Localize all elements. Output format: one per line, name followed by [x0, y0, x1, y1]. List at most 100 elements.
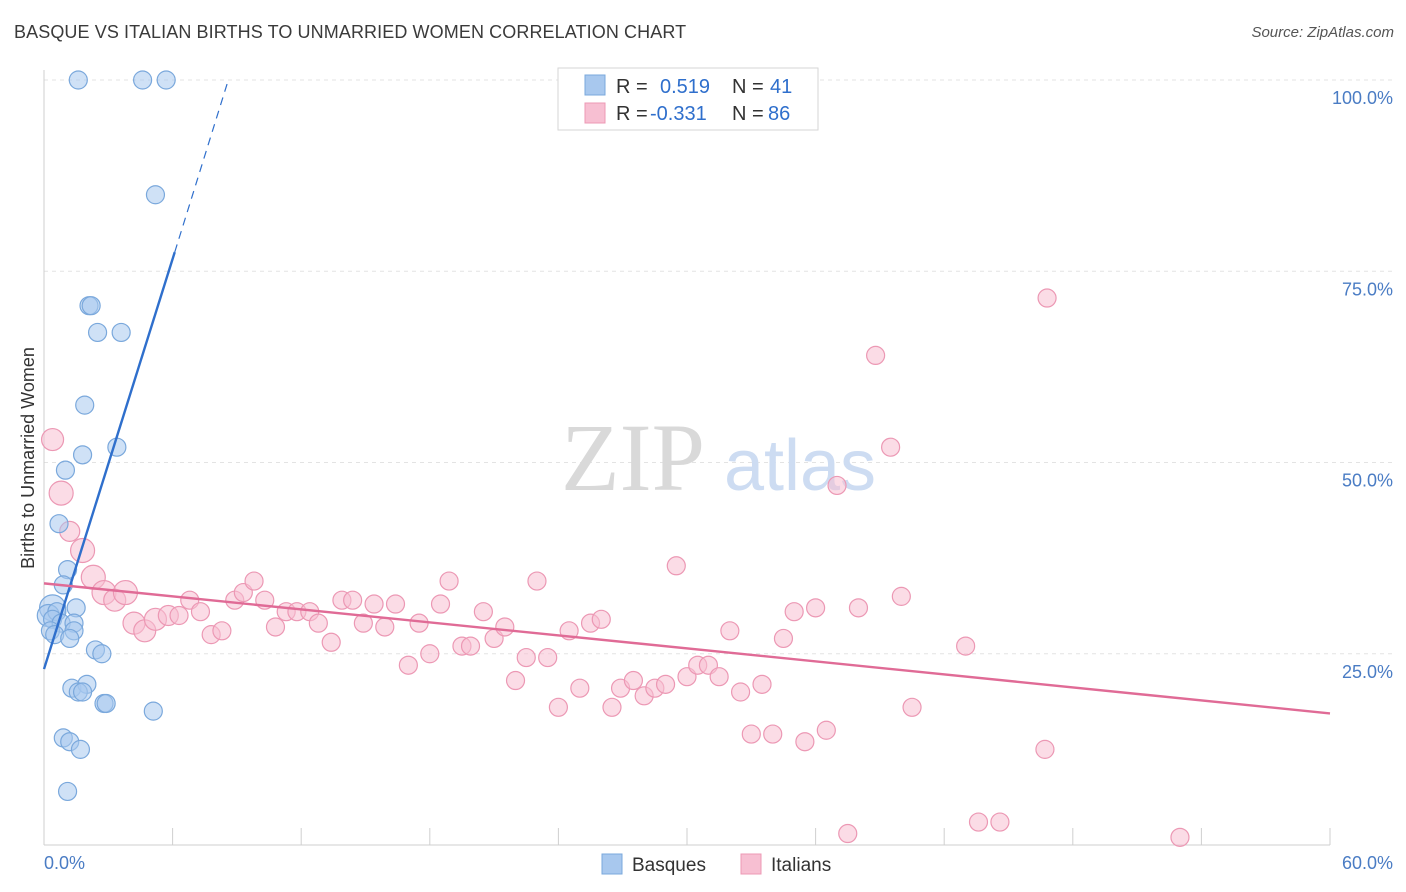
legend-r-value-italians: -0.331 — [650, 103, 707, 125]
x-tick-label-0: 0.0% — [44, 853, 85, 873]
y-tick-label-25: 25.0% — [1342, 662, 1393, 682]
italians-point-72 — [816, 720, 836, 740]
italians-point-21 — [265, 617, 286, 637]
basques-point-3 — [145, 185, 166, 205]
y-tick-label-50: 50.0% — [1342, 471, 1393, 491]
italians-point-70 — [795, 732, 815, 752]
italians-point-33 — [398, 655, 418, 675]
italians-point-46 — [538, 647, 558, 668]
bottom-legend-swatch-basques — [601, 853, 623, 875]
y-tick-label-75: 75.0% — [1342, 279, 1393, 299]
italians-point-37 — [439, 571, 459, 591]
x-tick-labels: 0.0% 60.0% — [44, 853, 1393, 873]
italians-point-51 — [591, 609, 611, 629]
italians-point-39 — [460, 636, 481, 656]
italians-point-65 — [741, 724, 761, 744]
legend-swatch-basques — [584, 74, 606, 96]
italians-point-81 — [968, 812, 989, 832]
italians-point-43 — [505, 670, 526, 691]
basques-point-0 — [68, 70, 88, 90]
italians-point-68 — [773, 628, 794, 649]
italians-point-58 — [666, 556, 686, 576]
italians-point-34 — [409, 613, 429, 633]
italians-point-29 — [353, 613, 373, 633]
basques-point-6 — [87, 322, 108, 343]
italians-point-57 — [655, 674, 676, 694]
italians-point-85 — [1170, 827, 1190, 847]
italians-point-26 — [321, 632, 341, 652]
italians-point-19 — [244, 571, 264, 591]
bottom-legend-swatch-italians — [740, 853, 762, 875]
correlation-legend: R = 0.519 N = 41 R = -0.331 N = 86 — [557, 67, 819, 131]
basques-point-37 — [70, 739, 91, 759]
y-tick-label-100: 100.0% — [1332, 88, 1393, 108]
italians-point-47 — [548, 697, 569, 717]
basques-point-25 — [60, 628, 80, 649]
italians-point-12 — [169, 605, 189, 626]
y-axis-label: Births to Unmarried Women — [18, 347, 38, 569]
italians-point-3 — [69, 537, 96, 564]
basques-trend-extension — [174, 79, 229, 253]
italians-points — [40, 288, 1190, 847]
italians-point-1 — [48, 480, 74, 506]
italians-point-67 — [763, 724, 783, 744]
basques-point-5 — [81, 296, 101, 316]
x-axis-ticks — [43, 828, 1331, 845]
italians-point-84 — [1037, 288, 1057, 308]
watermark-atlas: atlas — [724, 426, 876, 506]
legend-r-label-italians: R = — [616, 103, 648, 125]
watermark-zip: ZIP — [561, 404, 705, 511]
bottom-legend-label-italians: Italians — [771, 855, 831, 876]
italians-point-42 — [495, 617, 515, 637]
basques-point-38 — [57, 781, 78, 802]
italians-point-36 — [430, 594, 451, 614]
italians-point-77 — [881, 437, 901, 457]
italians-point-78 — [891, 586, 911, 606]
italians-point-63 — [720, 621, 740, 641]
italians-point-73 — [827, 475, 847, 496]
legend-r-label-basques: R = — [616, 76, 648, 98]
legend-n-value-basques: 41 — [770, 76, 792, 98]
italians-point-16 — [212, 621, 232, 641]
watermark: ZIP atlas — [561, 404, 876, 511]
trend-lines — [42, 79, 1331, 715]
x-tick-label-60: 60.0% — [1342, 853, 1393, 873]
basques-point-1 — [132, 70, 153, 90]
basques-point-2 — [156, 70, 176, 90]
basques-point-27 — [92, 644, 112, 664]
basques-point-11 — [55, 460, 76, 480]
basques-points — [36, 70, 176, 802]
y-tick-labels: 25.0% 50.0% 75.0% 100.0% — [1332, 88, 1393, 682]
italians-point-31 — [375, 617, 395, 637]
basques-trend-line — [42, 251, 176, 670]
basques-point-31 — [72, 682, 93, 702]
italians-point-79 — [902, 697, 922, 717]
italians-point-45 — [527, 571, 547, 591]
italians-point-28 — [343, 590, 363, 610]
italians-trend-line — [43, 582, 1331, 715]
italians-point-71 — [805, 598, 826, 618]
series-legend: Basques Italians — [601, 853, 831, 876]
italians-point-80 — [956, 636, 976, 656]
italians-point-35 — [420, 644, 440, 664]
gridlines — [44, 79, 1395, 655]
italians-point-82 — [990, 812, 1010, 832]
italians-point-14 — [190, 602, 211, 622]
basques-point-8 — [75, 395, 95, 415]
italians-point-49 — [570, 678, 590, 698]
italians-point-75 — [848, 598, 869, 618]
italians-point-54 — [623, 670, 644, 691]
italians-point-66 — [752, 674, 772, 694]
italians-point-62 — [709, 667, 729, 687]
source-label: Source: ZipAtlas.com — [1251, 24, 1394, 41]
italians-point-32 — [385, 594, 406, 614]
basques-point-12 — [49, 514, 69, 534]
basques-point-7 — [111, 322, 131, 343]
italians-point-25 — [308, 613, 328, 633]
legend-n-value-italians: 86 — [768, 103, 790, 125]
italians-point-64 — [730, 682, 751, 702]
italians-point-69 — [784, 602, 804, 622]
italians-point-52 — [602, 697, 622, 717]
chart-title: BASQUE VS ITALIAN BIRTHS TO UNMARRIED WO… — [14, 22, 687, 42]
